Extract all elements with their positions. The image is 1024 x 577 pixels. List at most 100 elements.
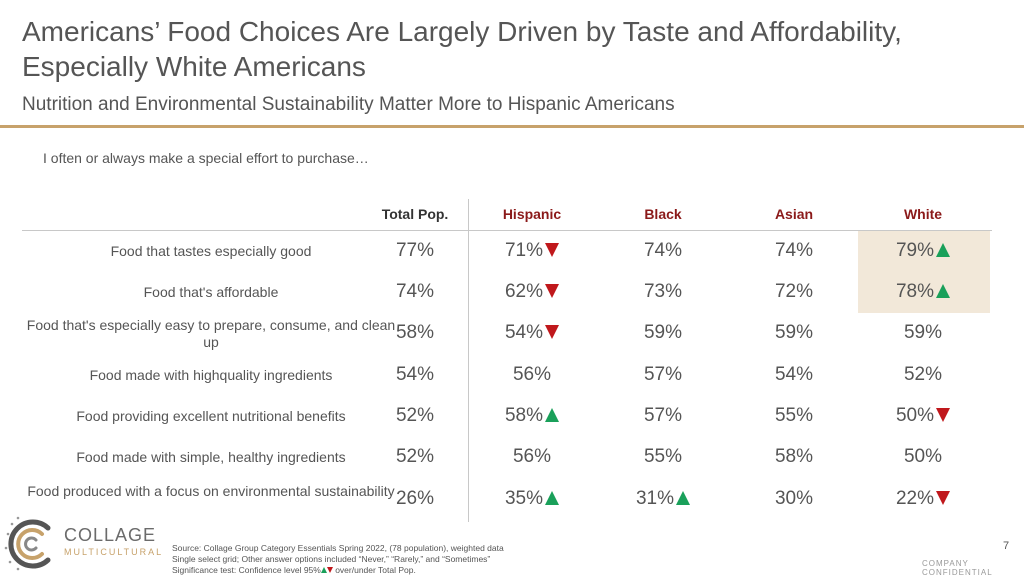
row-label: Food produced with a focus on environmen… (27, 483, 395, 499)
value-cell: 77% (350, 240, 480, 262)
value-cell: 31% (598, 488, 728, 510)
value-cell: 74% (350, 281, 480, 303)
value-cell: 52% (858, 364, 988, 386)
sig-down-icon (545, 325, 560, 339)
sig-up-icon (545, 408, 560, 422)
value-text: 52% (395, 446, 435, 467)
value-text: 74% (774, 240, 814, 261)
sig-up-icon (936, 243, 951, 257)
value-cell: 74% (729, 240, 859, 262)
value-text: 74% (643, 240, 683, 261)
sig-down-icon (936, 408, 951, 422)
value-text: 26% (395, 488, 435, 509)
row-label: Food made with highquality ingredients (89, 367, 333, 383)
value-cell: 50% (858, 405, 988, 427)
value-cell: 55% (729, 405, 859, 427)
page-number: 7 (1003, 540, 1010, 552)
value-text: 57% (643, 364, 683, 385)
significance-text-end: over/under Total Pop. (332, 565, 416, 575)
value-text: 78% (895, 281, 935, 302)
source-line: Single select grid; Other answer options… (172, 554, 491, 564)
survey-question: I often or always make a special effort … (43, 150, 369, 166)
value-text: 59% (643, 322, 683, 343)
value-cell: 54% (350, 364, 480, 386)
sig-up-icon (676, 491, 691, 505)
value-text: 79% (895, 240, 935, 261)
value-cell: 79% (858, 240, 988, 262)
source-line: Source: Collage Group Category Essential… (172, 543, 504, 553)
column-header: Total Pop. (381, 206, 449, 222)
label-divider (468, 199, 469, 522)
value-cell: 56% (467, 364, 597, 386)
value-cell: 59% (729, 322, 859, 344)
value-text: 50% (895, 405, 935, 426)
value-text: 55% (774, 405, 814, 426)
value-text: 77% (395, 240, 435, 261)
row-label: Food that's especially easy to prepare, … (26, 317, 396, 350)
value-text: 59% (903, 322, 943, 343)
value-cell: 72% (729, 281, 859, 303)
value-text: 56% (512, 364, 552, 385)
value-cell: 71% (467, 240, 597, 262)
value-text: 59% (774, 322, 814, 343)
sig-up-legend-icon (320, 567, 327, 573)
value-cell: 78% (858, 281, 988, 303)
value-cell: 55% (598, 446, 728, 468)
value-cell: 57% (598, 405, 728, 427)
value-text: 31% (635, 488, 675, 509)
sig-down-legend-icon (326, 567, 333, 573)
value-cell: 58% (467, 405, 597, 427)
value-cell: 58% (350, 322, 480, 344)
source-note: Source: Collage Group Category Essential… (172, 543, 504, 576)
value-text: 58% (774, 446, 814, 467)
sig-up-icon (545, 491, 560, 505)
value-cell: 26% (350, 488, 480, 510)
value-text: 74% (395, 281, 435, 302)
value-cell: 50% (858, 446, 988, 468)
value-cell: 59% (598, 322, 728, 344)
value-cell: 59% (858, 322, 988, 344)
page-subtitle: Nutrition and Environmental Sustainabili… (22, 94, 675, 115)
title-divider (0, 125, 1024, 128)
value-cell: 35% (467, 488, 597, 510)
value-cell: 62% (467, 281, 597, 303)
value-text: 22% (895, 488, 935, 509)
sig-down-icon (936, 491, 951, 505)
page-title: Americans’ Food Choices Are Largely Driv… (22, 16, 902, 82)
value-text: 52% (395, 405, 435, 426)
row-label: Food providing excellent nutritional ben… (76, 408, 346, 424)
value-cell: 52% (350, 405, 480, 427)
row-label: Food made with simple, healthy ingredien… (76, 449, 346, 465)
white-column-highlight (858, 231, 990, 313)
sig-up-icon (936, 284, 951, 298)
value-text: 54% (774, 364, 814, 385)
value-text: 30% (774, 488, 814, 509)
value-text: 56% (512, 446, 552, 467)
value-cell: 56% (467, 446, 597, 468)
value-cell: 73% (598, 281, 728, 303)
column-header: White (903, 206, 943, 222)
logo-subtitle: MULTICULTURAL (64, 547, 164, 557)
source-line: Significance test: Confidence level 95% … (172, 565, 504, 576)
value-text: 72% (774, 281, 814, 302)
value-cell: 54% (467, 322, 597, 344)
collage-logo-icon (4, 516, 51, 571)
sig-down-icon (545, 284, 560, 298)
header-divider (22, 230, 992, 231)
value-cell: 30% (729, 488, 859, 510)
value-text: 52% (903, 364, 943, 385)
significance-text: Significance test: Confidence level 95% (172, 565, 321, 575)
value-text: 71% (504, 240, 544, 261)
row-label: Food that's affordable (143, 284, 279, 300)
value-text: 55% (643, 446, 683, 467)
value-cell: 57% (598, 364, 728, 386)
value-cell: 58% (729, 446, 859, 468)
value-cell: 54% (729, 364, 859, 386)
value-text: 58% (395, 322, 435, 343)
sig-down-icon (545, 243, 560, 257)
value-cell: 74% (598, 240, 728, 262)
row-label: Food that tastes especially good (110, 243, 312, 259)
column-header: Black (644, 206, 682, 222)
value-cell: 52% (350, 446, 480, 468)
value-text: 62% (504, 281, 544, 302)
